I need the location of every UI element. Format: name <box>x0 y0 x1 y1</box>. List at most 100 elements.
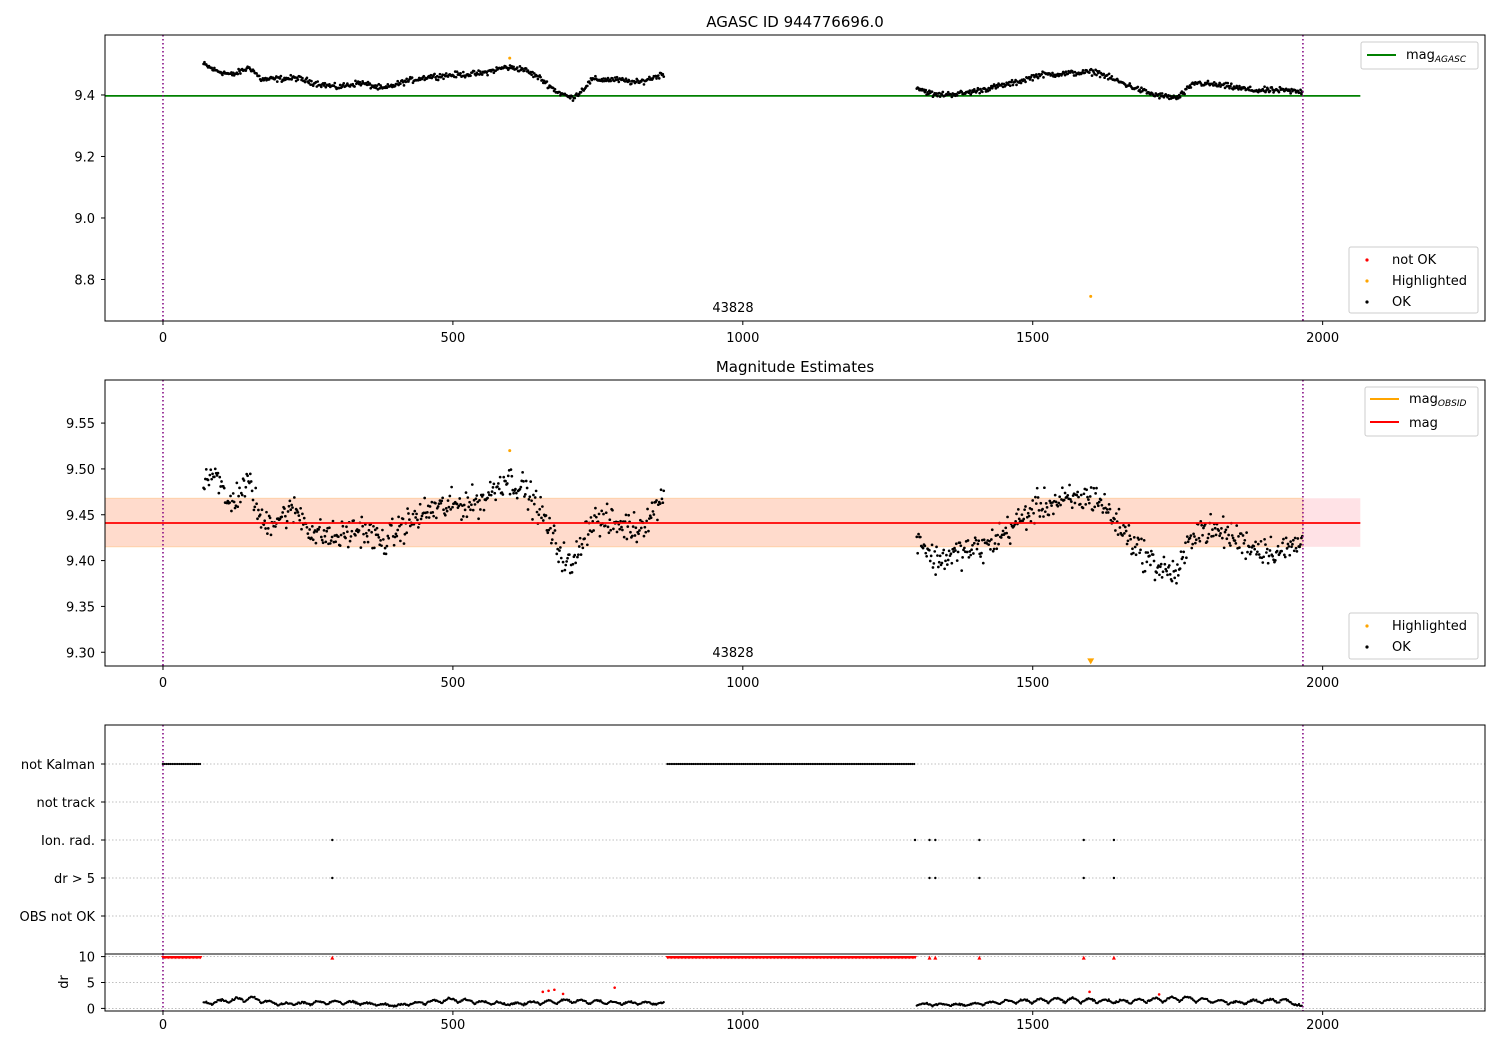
data-point-ok <box>441 496 444 500</box>
y-tick-label: 9.40 <box>66 555 95 570</box>
data-point-ok <box>1143 569 1147 573</box>
data-point-ok <box>1263 85 1266 89</box>
data-point-ok <box>286 510 290 513</box>
data-point-ok <box>257 508 260 512</box>
data-point-ok <box>211 472 214 476</box>
data-point-ok <box>1191 542 1195 546</box>
data-point-ok <box>1223 86 1227 90</box>
data-point-ok <box>963 546 966 550</box>
data-point-ok <box>319 85 323 89</box>
data-point-ok <box>514 487 517 491</box>
data-point-ok <box>1105 508 1109 511</box>
data-point-ok <box>1224 528 1228 532</box>
marks-layer <box>104 380 1361 666</box>
data-point-ok <box>288 499 292 503</box>
data-point-ok <box>222 486 226 490</box>
data-point-ok <box>631 525 635 528</box>
data-point-ok <box>431 511 435 514</box>
flag-point <box>978 838 981 842</box>
data-point-ok <box>936 565 940 569</box>
flag-point <box>816 762 819 766</box>
data-point-ok <box>338 83 342 87</box>
legend-marker-highlighted <box>1365 624 1369 628</box>
data-point-ok <box>551 531 555 535</box>
data-point-ok <box>651 510 655 513</box>
data-point-ok <box>523 493 527 496</box>
data-point-ok <box>1289 91 1292 95</box>
data-point-ok <box>1066 494 1070 497</box>
data-point-ok <box>215 474 219 477</box>
flag-point <box>881 762 884 766</box>
data-point-ok <box>656 518 659 522</box>
data-point-ok <box>244 485 248 489</box>
flag-point <box>1112 876 1116 880</box>
data-point-ok <box>990 86 994 90</box>
data-point-ok <box>563 568 567 572</box>
data-point-ok <box>585 543 589 547</box>
dr-capped-marker <box>1081 955 1086 960</box>
data-point-ok <box>1160 576 1164 579</box>
data-point-ok <box>447 505 451 509</box>
data-point-ok <box>579 553 583 556</box>
data-point-ok <box>1062 498 1066 502</box>
data-point-ok <box>1269 535 1273 539</box>
data-point-ok <box>578 536 582 540</box>
data-point-ok <box>1205 540 1209 543</box>
data-point-ok <box>1092 486 1096 490</box>
flag-point <box>163 762 166 766</box>
data-point-ok <box>1007 536 1011 540</box>
data-point-ok <box>512 491 515 495</box>
data-point-ok <box>240 493 244 497</box>
data-point-ok <box>1081 506 1085 510</box>
y-tick-label: 0 <box>87 1002 95 1017</box>
data-point-ok <box>979 555 982 558</box>
data-point-ok <box>530 499 533 503</box>
data-point-ok <box>594 506 597 510</box>
data-point-ok <box>607 531 611 535</box>
legend-label-subscript: AGASC <box>1434 55 1467 65</box>
data-point-ok <box>652 513 656 516</box>
data-point-ok <box>1235 84 1239 88</box>
data-point-ok <box>988 539 991 543</box>
data-point-ok <box>420 514 424 518</box>
flag-point <box>716 762 719 766</box>
data-point-ok <box>1282 537 1285 541</box>
data-point-ok <box>1257 553 1261 556</box>
data-point-ok <box>395 534 399 538</box>
data-point-ok <box>284 514 287 518</box>
data-point-ok <box>1125 542 1129 546</box>
data-point-ok <box>372 546 376 550</box>
data-point-ok <box>609 79 613 83</box>
data-point-ok <box>588 82 592 85</box>
data-point-ok <box>577 545 581 548</box>
y-tick-label: 8.8 <box>74 273 95 288</box>
data-point-ok <box>618 527 622 531</box>
data-point-ok <box>464 491 468 495</box>
data-point-ok <box>1248 85 1252 89</box>
data-point-ok <box>630 534 634 538</box>
data-point-ok <box>344 536 347 540</box>
data-point-ok <box>1168 573 1172 576</box>
data-point-ok <box>1135 543 1139 546</box>
data-point-ok <box>1025 528 1028 531</box>
data-point-ok <box>1124 529 1128 533</box>
data-point-ok <box>935 545 938 549</box>
data-point-ok <box>441 1001 445 1004</box>
data-point-ok <box>637 532 640 536</box>
data-point-ok <box>606 525 610 529</box>
flag-point <box>197 762 200 766</box>
data-point-ok <box>360 515 364 519</box>
data-point-ok <box>390 523 393 527</box>
flag-point <box>775 762 779 766</box>
data-point-ok <box>959 544 963 548</box>
flag-point <box>820 762 823 766</box>
data-point-ok <box>1097 70 1101 73</box>
flag-point <box>844 762 847 766</box>
data-point-ok <box>929 554 933 558</box>
flag-point <box>792 762 795 766</box>
flag-point <box>723 762 727 766</box>
flag-point <box>759 762 762 766</box>
data-point-ok <box>405 531 409 535</box>
data-point-ok <box>531 518 534 521</box>
data-point-ok <box>232 500 236 504</box>
